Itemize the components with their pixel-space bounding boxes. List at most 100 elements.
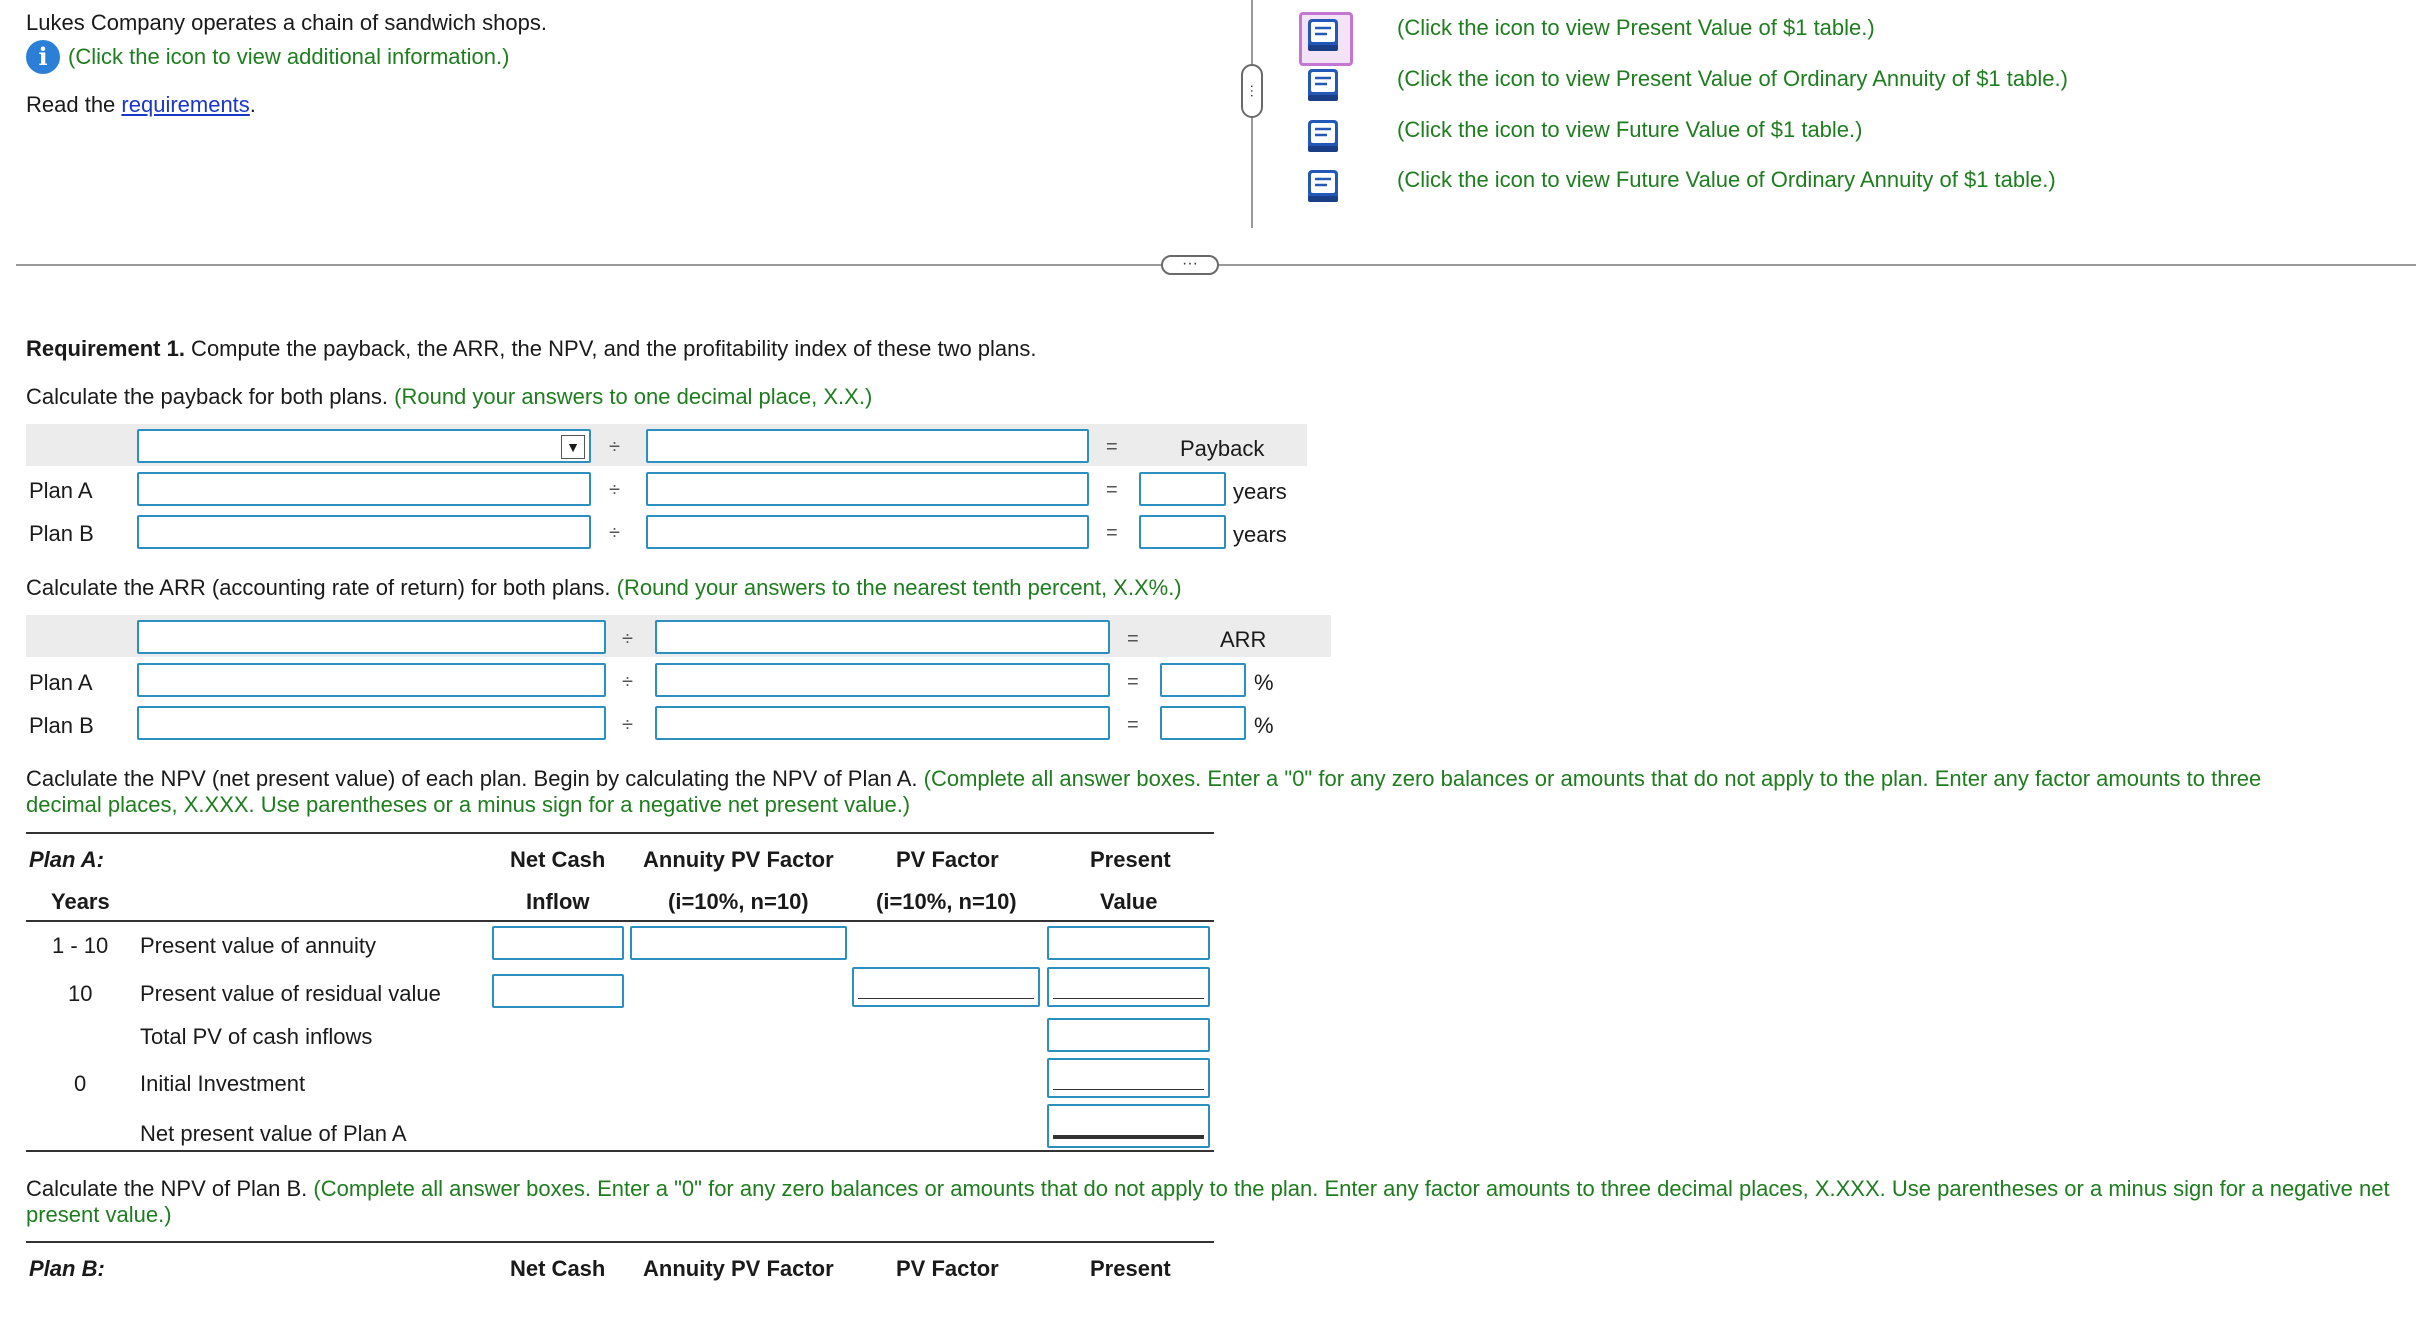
pv-annuity-factor-input[interactable]	[630, 926, 847, 960]
pv-annuity-cash-input[interactable]	[492, 926, 624, 960]
divide-sign: ÷	[609, 522, 620, 544]
plan-a-label: Plan A	[29, 478, 93, 503]
payback-plan-b-numerator[interactable]	[137, 515, 591, 549]
underline	[1053, 998, 1204, 999]
plan-a-label: Plan A	[29, 670, 93, 695]
header-bottom-rule	[26, 920, 1214, 922]
col-annuity-params: (i=10%, n=10)	[668, 889, 809, 914]
arr-plan-a-result[interactable]	[1160, 663, 1246, 697]
table-link-pv-annuity[interactable]: (Click the icon to view Present Value of…	[1397, 66, 2068, 91]
pv-annuity-value-input[interactable]	[1047, 926, 1210, 960]
npv-a-hint-1: (Complete all answer boxes. Enter a "0" …	[923, 766, 2262, 791]
npv-a-instruction-text: Caclulate the NPV (net present value) of…	[26, 766, 918, 791]
row-years: 0	[74, 1071, 87, 1096]
col-pv-factor: PV Factor	[896, 847, 999, 872]
equals-sign: =	[1106, 436, 1118, 458]
table-top-rule	[26, 832, 1214, 834]
arr-hint: (Round your answers to the nearest tenth…	[616, 575, 1182, 600]
payback-hint: (Round your answers to one decimal place…	[394, 384, 873, 409]
payback-header-input-2[interactable]	[646, 429, 1089, 463]
col-present: Present	[1090, 1256, 1171, 1281]
underline	[1053, 1089, 1204, 1090]
read-suffix: .	[249, 92, 256, 117]
requirement-title: Requirement 1. Compute the payback, the …	[26, 336, 1037, 362]
payback-plan-b-result[interactable]	[1139, 515, 1226, 549]
divide-sign: ÷	[622, 628, 633, 650]
payback-instruction: Calculate the payback for both plans. (R…	[26, 384, 872, 410]
arr-result-header: ARR	[1220, 627, 1267, 652]
plan-a-table-label: Plan A:	[29, 847, 104, 872]
info-link[interactable]: (Click the icon to view additional infor…	[68, 44, 510, 69]
equals-sign: =	[1106, 479, 1118, 501]
arr-instruction-text: Calculate the ARR (accounting rate of re…	[26, 575, 611, 600]
arr-plan-a-denominator[interactable]	[655, 663, 1110, 697]
col-pv-factor: PV Factor	[896, 1256, 999, 1281]
company-description: Lukes Company operates a chain of sandwi…	[26, 10, 547, 35]
horizontal-resize-handle[interactable]: ···	[1161, 255, 1219, 275]
table-link-fv-annuity[interactable]: (Click the icon to view Future Value of …	[1397, 167, 2056, 192]
initial-investment-input[interactable]	[1047, 1058, 1210, 1098]
residual-value-input[interactable]	[1047, 967, 1210, 1007]
npv-b-instruction-text: Calculate the NPV of Plan B.	[26, 1176, 308, 1201]
vertical-resize-handle[interactable]: ···	[1241, 64, 1263, 118]
arr-header-input-1[interactable]	[137, 620, 606, 654]
equals-sign: =	[1127, 628, 1139, 650]
npv-a-hint-2: decimal places, X.XXX. Use parentheses o…	[26, 792, 911, 817]
table-link-pv[interactable]: (Click the icon to view Present Value of…	[1397, 15, 1875, 40]
divide-sign: ÷	[609, 479, 620, 501]
payback-formula-dropdown[interactable]: ▼	[137, 429, 591, 463]
col-net-cash: Net Cash	[510, 1256, 606, 1281]
row-label: Present value of residual value	[140, 981, 441, 1006]
payback-plan-b-denominator[interactable]	[646, 515, 1089, 549]
plan-b-table-label: Plan B:	[29, 1256, 105, 1281]
payback-plan-a-denominator[interactable]	[646, 472, 1089, 506]
requirements-link[interactable]: requirements	[121, 92, 250, 117]
col-years: Years	[51, 889, 110, 914]
col-inflow: Inflow	[526, 889, 590, 914]
row-label: Present value of annuity	[140, 933, 377, 958]
book-icon[interactable]	[1305, 67, 1341, 105]
col-annuity-pv-factor: Annuity PV Factor	[643, 1256, 834, 1281]
col-net-cash: Net Cash	[510, 847, 606, 872]
npv-plan-a-input[interactable]	[1047, 1104, 1210, 1148]
double-underline	[1053, 1135, 1204, 1139]
payback-plan-a-result[interactable]	[1139, 472, 1226, 506]
residual-cash-input[interactable]	[492, 974, 624, 1008]
payback-result-header: Payback	[1180, 436, 1265, 461]
col-present: Present	[1090, 847, 1171, 872]
divide-sign: ÷	[622, 671, 633, 693]
row-label: Net present value of Plan A	[140, 1121, 407, 1146]
payback-plan-a-numerator[interactable]	[137, 472, 591, 506]
unit-years: years	[1233, 479, 1287, 504]
arr-plan-a-numerator[interactable]	[137, 663, 606, 697]
equals-sign: =	[1127, 671, 1139, 693]
divide-sign: ÷	[622, 714, 633, 736]
table-top-rule	[26, 1241, 1214, 1243]
arr-plan-b-numerator[interactable]	[137, 706, 606, 740]
residual-pv-factor-input[interactable]	[852, 967, 1040, 1007]
info-icon[interactable]: i	[26, 40, 60, 74]
book-icon[interactable]	[1305, 118, 1341, 156]
npv-b-instruction: Calculate the NPV of Plan B. (Complete a…	[26, 1176, 2390, 1202]
col-pv-params: (i=10%, n=10)	[876, 889, 1017, 914]
read-prefix: Read the	[26, 92, 122, 117]
col-value: Value	[1100, 889, 1158, 914]
row-years: 1 - 10	[52, 933, 109, 958]
arr-header-input-2[interactable]	[655, 620, 1110, 654]
payback-instruction-text: Calculate the payback for both plans.	[26, 384, 389, 409]
col-annuity-pv-factor: Annuity PV Factor	[643, 847, 834, 872]
book-icon[interactable]	[1305, 17, 1341, 55]
npv-b-hint-2: present value.)	[26, 1202, 172, 1227]
dropdown-arrow-icon[interactable]: ▼	[561, 435, 585, 459]
row-label: Initial Investment	[140, 1071, 306, 1096]
total-pv-inflows-input[interactable]	[1047, 1018, 1210, 1052]
row-label: Total PV of cash inflows	[140, 1024, 373, 1049]
arr-plan-b-result[interactable]	[1160, 706, 1246, 740]
arr-instruction: Calculate the ARR (accounting rate of re…	[26, 575, 1182, 601]
npv-a-instruction: Caclulate the NPV (net present value) of…	[26, 766, 2261, 792]
table-bottom-rule	[26, 1150, 1214, 1152]
book-icon[interactable]	[1305, 168, 1341, 206]
requirement-label: Requirement 1.	[26, 336, 185, 361]
table-link-fv[interactable]: (Click the icon to view Future Value of …	[1397, 117, 1863, 142]
arr-plan-b-denominator[interactable]	[655, 706, 1110, 740]
